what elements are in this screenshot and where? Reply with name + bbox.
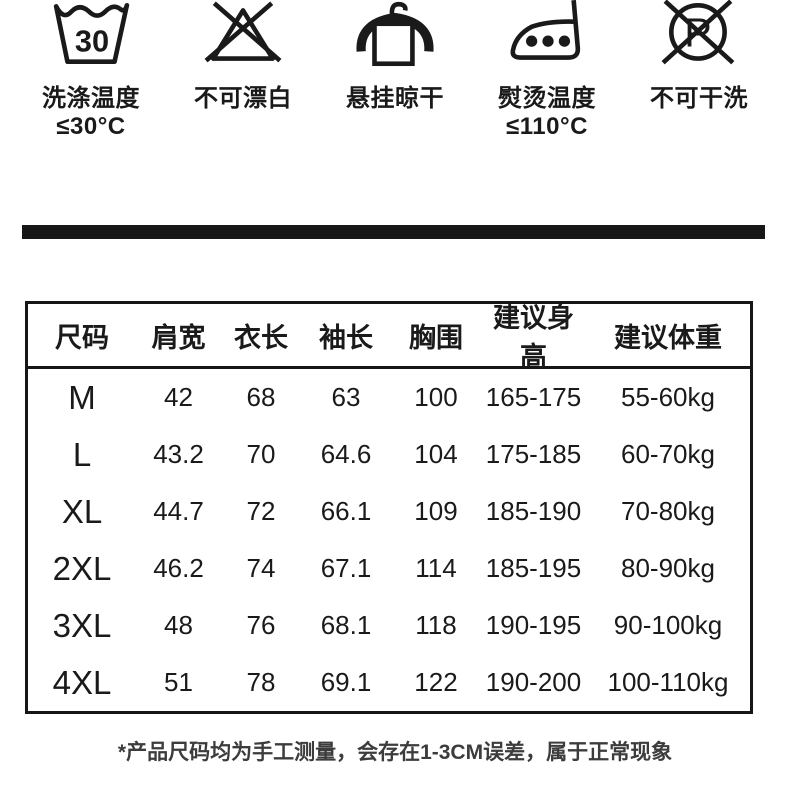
cell-height: 190-195 (485, 610, 582, 641)
column-header-height: 建议身高 (493, 303, 574, 373)
cell-chest: 100 (414, 382, 458, 413)
table-row: 3XL 48 76 68.1 118 190-195 90-100kg (28, 597, 750, 654)
cell-weight: 60-70kg (621, 439, 715, 470)
wash-temp-number: 30 (75, 23, 109, 58)
cell-height: 185-195 (485, 553, 582, 584)
do-not-bleach-icon (202, 0, 284, 74)
cell-chest: 104 (414, 439, 458, 470)
cell-height: 190-200 (485, 667, 582, 698)
cell-shoulder: 42 (164, 382, 193, 413)
iron-temperature-icon (506, 0, 588, 74)
cell-size: M (68, 378, 96, 416)
care-symbol-label: 不可漂白 (194, 85, 292, 112)
cell-chest: 118 (415, 610, 457, 641)
cell-shoulder: 43.2 (153, 439, 204, 470)
cell-length: 74 (246, 553, 276, 584)
cell-size: 3XL (52, 606, 112, 644)
measurement-disclaimer: *产品尺码均为手工测量，会存在1-3CM误差，属于正常现象 (117, 741, 673, 765)
cell-shoulder: 51 (164, 667, 193, 698)
cell-shoulder: 46.2 (153, 553, 204, 584)
cell-sleeve: 64.6 (320, 439, 372, 470)
cell-size: 2XL (52, 549, 112, 587)
table-header-row: 尺码 肩宽 衣长 袖长 胸围 建议身高 建议体重 (28, 303, 750, 372)
cell-length: 70 (246, 439, 276, 470)
size-chart-table: 尺码 肩宽 衣长 袖长 胸围 建议身高 建议体重 M 42 68 63 100 … (25, 301, 753, 715)
cell-sleeve: 63 (331, 382, 361, 413)
cell-height: 185-190 (485, 496, 582, 527)
table-row: 2XL 46.2 74 67.1 114 185-195 80-90kg (28, 540, 750, 597)
cell-height: 175-185 (485, 439, 582, 470)
care-symbol-label: 不可干洗 (650, 85, 748, 112)
cell-size: 4XL (52, 663, 112, 701)
cell-weight: 80-90kg (621, 553, 715, 584)
cell-weight: 90-100kg (613, 610, 723, 641)
cell-length: 78 (246, 667, 276, 698)
column-header-shoulder: 肩宽 (151, 322, 206, 353)
care-symbol-label: 悬挂晾干 (346, 85, 444, 112)
cell-shoulder: 48 (164, 610, 193, 641)
column-header-size: 尺码 (55, 322, 109, 353)
hang-dry-icon (354, 0, 436, 74)
cell-height: 165-175 (485, 382, 582, 413)
cell-chest: 122 (414, 667, 458, 698)
cell-weight: 55-60kg (621, 382, 715, 413)
cell-weight: 100-110kg (607, 667, 729, 698)
care-symbol-wash-temp: 30 洗涤温度 ≤30°C (18, 0, 164, 141)
do-not-dryclean-icon: P (658, 0, 740, 74)
care-symbol-label: 洗涤温度 ≤30°C (42, 85, 140, 141)
table-row: XL 44.7 72 66.1 109 185-190 70-80kg (28, 483, 750, 540)
column-header-sleeve: 袖长 (319, 322, 373, 353)
cell-length: 68 (246, 382, 276, 413)
cell-length: 72 (246, 496, 276, 527)
column-header-chest: 胸围 (409, 322, 463, 353)
care-symbol-iron-temp: 熨烫温度 ≤110°C (474, 0, 620, 141)
table-row: 4XL 51 78 69.1 122 190-200 100-110kg (28, 654, 750, 711)
care-symbol-no-dryclean: P 不可干洗 (626, 0, 772, 141)
table-row: M 42 68 63 100 165-175 55-60kg (28, 369, 750, 426)
cell-sleeve: 69.1 (320, 667, 372, 698)
care-symbol-label: 熨烫温度 ≤110°C (498, 85, 596, 141)
column-header-length: 衣长 (234, 322, 288, 353)
cell-sleeve: 67.1 (320, 553, 372, 584)
cell-chest: 114 (415, 553, 457, 584)
care-symbol-no-bleach: 不可漂白 (170, 0, 316, 141)
cell-chest: 109 (414, 496, 458, 527)
section-divider-bar (22, 225, 765, 240)
care-symbol-hang-dry: 悬挂晾干 (322, 0, 468, 141)
column-header-weight: 建议体重 (614, 322, 722, 353)
cell-size: XL (61, 492, 103, 530)
cell-shoulder: 44.7 (153, 496, 204, 527)
care-symbols-row: 30 洗涤温度 ≤30°C 不可漂白 悬挂晾干 (0, 0, 790, 141)
cell-sleeve: 68.1 (320, 610, 372, 641)
cell-weight: 70-80kg (621, 496, 715, 527)
table-row: L 43.2 70 64.6 104 175-185 60-70kg (28, 426, 750, 483)
cell-sleeve: 66.1 (320, 496, 372, 527)
cell-length: 76 (246, 610, 276, 641)
cell-size: L (72, 435, 92, 473)
wash-temperature-icon: 30 (50, 0, 132, 74)
